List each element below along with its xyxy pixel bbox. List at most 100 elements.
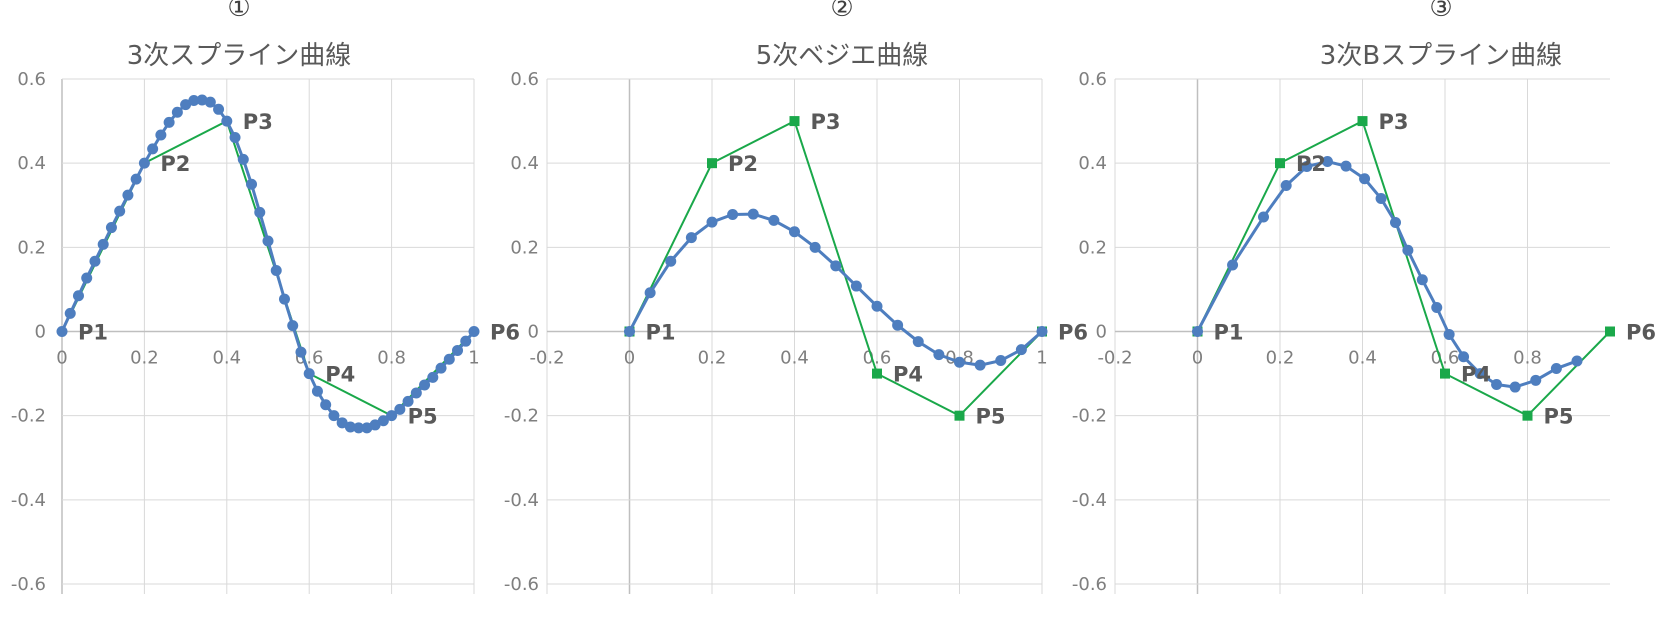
y-tick-label: 0 — [528, 322, 539, 343]
curve-point — [1015, 344, 1027, 356]
x-tick-label: 0.2 — [698, 348, 727, 369]
curve-point — [105, 222, 117, 234]
control-point-label: P3 — [811, 110, 841, 134]
control-point-label: P4 — [325, 363, 355, 387]
curve-point — [460, 335, 472, 347]
curve-point — [295, 346, 307, 358]
control-point-marker — [1522, 410, 1533, 421]
curve-point — [311, 385, 323, 397]
curve-point — [89, 255, 101, 267]
curve-point — [270, 264, 282, 276]
x-tick-label: 0 — [56, 348, 67, 369]
curve-point — [727, 209, 739, 221]
curve-point — [278, 293, 290, 305]
curve-point — [1509, 381, 1521, 393]
curve-point — [452, 344, 464, 356]
curve-point — [427, 371, 439, 383]
curve-point — [1390, 217, 1401, 229]
chart-3d-spline: ① 3次スプライン曲線 -0.6 -0.4 -0.2 0 0.2 0.4 0.6 0 0.2 0.… — [11, 0, 520, 595]
curve-point — [685, 232, 697, 244]
curve-point — [377, 415, 389, 427]
x-tick-label: 0.4 — [1348, 348, 1377, 369]
chart-title: 3次Bスプライン曲線 — [1320, 41, 1562, 71]
curve-point — [747, 208, 759, 220]
y-tick-label: 0.4 — [17, 153, 46, 174]
curve-point — [1192, 326, 1203, 337]
control-point-label: P1 — [78, 321, 108, 345]
control-point-marker — [1275, 158, 1285, 169]
curve-point — [97, 238, 109, 250]
control-point-marker — [872, 368, 882, 379]
x-tick-label: 0.8 — [377, 348, 406, 369]
gridlines — [1114, 78, 1610, 594]
x-tick-label: 1 — [1036, 348, 1047, 369]
control-point-label: P4 — [1461, 363, 1491, 387]
y-tick-label: 0 — [35, 322, 46, 343]
curve-point — [204, 96, 216, 108]
curve-point — [1474, 368, 1486, 380]
x-tick-label: 0.8 — [1513, 348, 1542, 369]
x-tick-label: 0 — [1192, 348, 1203, 369]
control-point-label: P1 — [1214, 321, 1244, 345]
curve-point — [386, 410, 398, 422]
chart-quintic-bezier: ② 5次ベジエ曲線 -0.6 -0.4 -0.2 0 0.2 0.4 0.6 -0.2 0 0.2… — [504, 0, 1088, 595]
y-tick-label: -0.6 — [1072, 574, 1107, 595]
curve-point — [72, 290, 84, 302]
curve-point — [995, 355, 1007, 367]
chart-cubic-bspline: ③ 3次Bスプライン曲線 -0.6 -0.4 -0.2 0 0.2 0.4 0.6 -0.2 0… — [1072, 0, 1656, 595]
control-point-marker — [789, 116, 800, 127]
x-tick-label: -0.2 — [1097, 348, 1132, 369]
y-tick-label: -0.4 — [504, 490, 539, 511]
y-tick-label: -0.4 — [1072, 490, 1107, 511]
curve-point — [1416, 274, 1428, 286]
control-point-label: P6 — [1626, 321, 1656, 345]
curve-point — [188, 94, 200, 106]
curve-point — [1258, 211, 1269, 223]
y-tick-label: -0.4 — [11, 490, 46, 511]
y-tick-label: 0.2 — [17, 237, 46, 258]
curve-point — [320, 399, 332, 411]
control-point-label: P2 — [728, 152, 758, 176]
curve-point — [850, 280, 862, 292]
curve-point — [369, 419, 381, 431]
control-point-label: P5 — [976, 405, 1006, 429]
curve-point — [155, 129, 167, 141]
curve-point — [644, 287, 656, 299]
control-point-label: P3 — [243, 110, 273, 134]
gridlines — [61, 78, 475, 594]
control-point-label: P2 — [1296, 152, 1326, 176]
curve-point — [402, 395, 414, 407]
chart-title: 3次スプライン曲線 — [127, 41, 352, 71]
curve-point — [1491, 379, 1503, 391]
curve-point — [1550, 363, 1562, 375]
control-point-label: P5 — [408, 405, 438, 429]
curve-point — [468, 326, 480, 337]
curve-point — [809, 241, 821, 253]
control-polygon-line — [628, 119, 1043, 417]
x-tick-label: 0.2 — [130, 348, 159, 369]
curve-point — [130, 173, 142, 185]
curve-point — [1458, 351, 1470, 363]
curve-point — [624, 326, 635, 337]
curve-point — [1375, 193, 1387, 205]
curve-point — [1227, 259, 1239, 271]
x-tick-label: 0.4 — [212, 348, 241, 369]
curve-point — [410, 387, 422, 399]
curve-point — [353, 422, 365, 434]
y-tick-label: -0.6 — [11, 574, 46, 595]
y-tick-label: 0.4 — [1078, 153, 1107, 174]
y-tick-label: -0.6 — [504, 574, 539, 595]
curve-point — [114, 205, 126, 217]
curve-point — [262, 235, 274, 247]
curve-point — [912, 336, 924, 348]
curve-point — [237, 153, 249, 165]
curve-point — [138, 157, 150, 169]
curve-point — [180, 99, 192, 111]
control-point-label: P2 — [160, 152, 190, 176]
y-tick-label: -0.2 — [504, 406, 539, 427]
curve-point — [1359, 173, 1371, 185]
x-tick-label: 0.2 — [1266, 348, 1295, 369]
curve-point — [171, 106, 183, 118]
control-point-marker — [954, 410, 965, 421]
